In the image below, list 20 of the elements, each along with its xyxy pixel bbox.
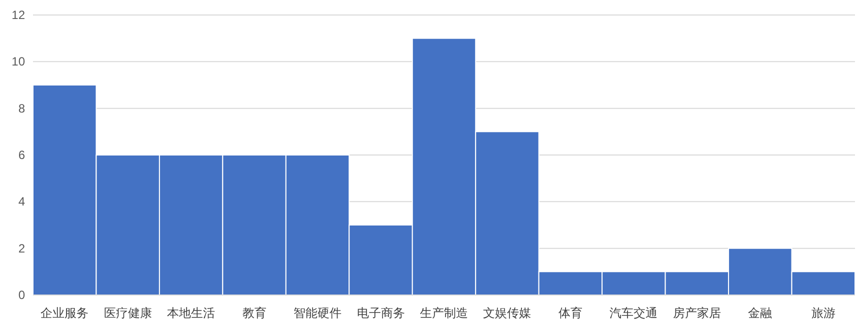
y-tick-label: 10: [12, 54, 26, 69]
x-tick-label: 企业服务: [40, 306, 89, 320]
x-tick-label: 汽车交通: [610, 306, 658, 320]
y-tick-label: 2: [18, 241, 26, 256]
x-tick-label: 体育: [558, 306, 582, 320]
y-tick-label: 12: [12, 8, 26, 22]
x-tick-label: 医疗健康: [104, 306, 152, 320]
x-tick-label: 教育: [242, 306, 266, 320]
x-tick-label: 旅游: [811, 306, 836, 320]
x-tick-label: 房产家居: [672, 306, 721, 320]
x-tick-label: 金融: [748, 306, 772, 320]
x-tick-label: 生产制造: [420, 306, 468, 320]
y-tick-label: 4: [18, 194, 26, 209]
x-tick-label: 智能硬件: [294, 306, 342, 320]
y-tick-label: 8: [18, 101, 26, 116]
y-tick-label: 6: [18, 148, 26, 162]
y-tick-label: 0: [18, 288, 26, 302]
x-tick-label: 本地生活: [167, 306, 216, 320]
x-tick-label: 文娱传媒: [483, 306, 532, 320]
x-tick-label: 电子商务: [356, 306, 405, 320]
